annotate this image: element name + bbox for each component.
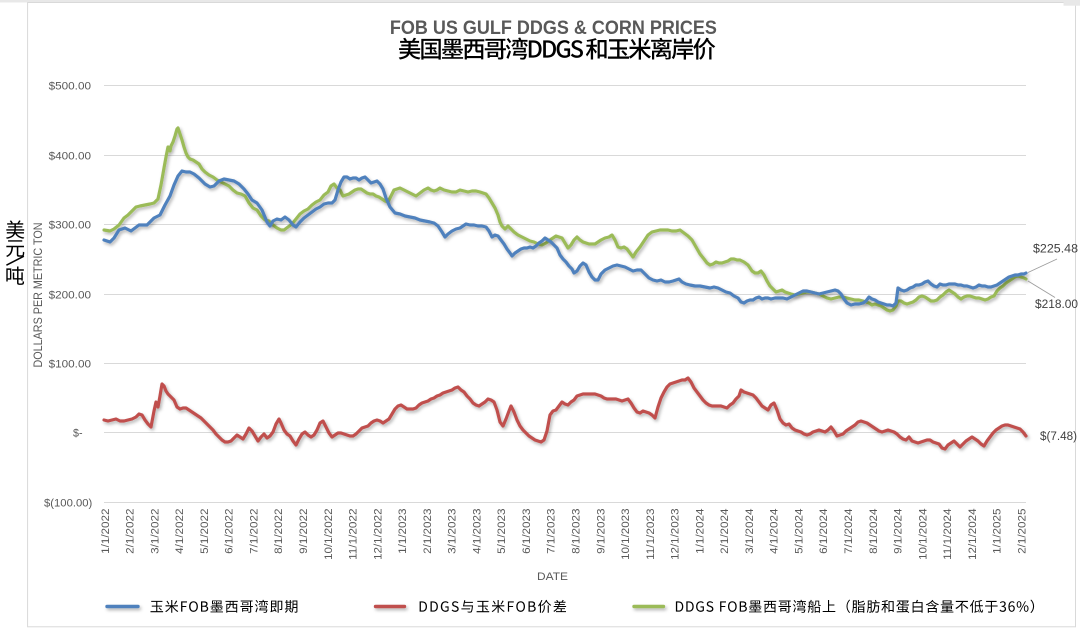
svg-text:4/1/2023: 4/1/2023 bbox=[471, 509, 483, 554]
svg-text:1/1/2022: 1/1/2022 bbox=[100, 509, 112, 554]
svg-text:6/1/2022: 6/1/2022 bbox=[224, 509, 236, 554]
svg-text:11/1/2023: 11/1/2023 bbox=[645, 509, 657, 560]
svg-text:$-: $- bbox=[73, 428, 83, 440]
svg-text:$218.00: $218.00 bbox=[1035, 299, 1078, 311]
svg-text:10/1/2023: 10/1/2023 bbox=[620, 509, 632, 560]
svg-text:9/1/2023: 9/1/2023 bbox=[595, 509, 607, 554]
svg-text:12/1/2023: 12/1/2023 bbox=[670, 509, 682, 560]
svg-text:$100.00: $100.00 bbox=[49, 359, 91, 371]
svg-text:12/1/2022: 12/1/2022 bbox=[372, 509, 384, 560]
svg-text:3/1/2023: 3/1/2023 bbox=[447, 509, 459, 554]
svg-text:12/1/2024: 12/1/2024 bbox=[967, 509, 979, 560]
svg-text:11/1/2022: 11/1/2022 bbox=[348, 509, 360, 560]
svg-text:2/1/2022: 2/1/2022 bbox=[125, 509, 137, 554]
svg-text:2/1/2025: 2/1/2025 bbox=[1016, 509, 1028, 554]
svg-text:FOB US GULF DDGS & CORN PRICES: FOB US GULF DDGS & CORN PRICES bbox=[390, 18, 717, 39]
svg-text:$225.48: $225.48 bbox=[1033, 244, 1078, 256]
svg-text:2/1/2023: 2/1/2023 bbox=[422, 509, 434, 554]
svg-text:5/1/2022: 5/1/2022 bbox=[199, 509, 211, 554]
svg-text:1/1/2024: 1/1/2024 bbox=[694, 509, 706, 554]
svg-text:6/1/2024: 6/1/2024 bbox=[818, 509, 830, 554]
svg-text:3/1/2024: 3/1/2024 bbox=[744, 509, 756, 554]
svg-text:11/1/2024: 11/1/2024 bbox=[942, 509, 954, 560]
svg-text:3/1/2022: 3/1/2022 bbox=[149, 509, 161, 554]
svg-text:9/1/2024: 9/1/2024 bbox=[893, 509, 905, 554]
svg-text:2/1/2024: 2/1/2024 bbox=[719, 509, 731, 554]
svg-text:8/1/2024: 8/1/2024 bbox=[868, 509, 880, 554]
svg-text:6/1/2023: 6/1/2023 bbox=[521, 509, 533, 554]
svg-text:5/1/2024: 5/1/2024 bbox=[793, 509, 805, 554]
svg-text:7/1/2024: 7/1/2024 bbox=[843, 509, 855, 554]
svg-text:8/1/2023: 8/1/2023 bbox=[571, 509, 583, 554]
svg-text:4/1/2022: 4/1/2022 bbox=[174, 509, 186, 554]
svg-text:1/1/2023: 1/1/2023 bbox=[397, 509, 409, 554]
svg-text:$300.00: $300.00 bbox=[49, 220, 91, 232]
svg-text:$400.00: $400.00 bbox=[49, 151, 91, 163]
svg-text:$(7.48): $(7.48) bbox=[1040, 431, 1077, 443]
svg-text:7/1/2023: 7/1/2023 bbox=[546, 509, 558, 554]
svg-text:8/1/2022: 8/1/2022 bbox=[273, 509, 285, 554]
svg-text:DATE: DATE bbox=[537, 571, 568, 583]
svg-text:10/1/2024: 10/1/2024 bbox=[917, 509, 929, 560]
svg-text:$200.00: $200.00 bbox=[49, 290, 91, 302]
svg-text:1/1/2025: 1/1/2025 bbox=[992, 509, 1004, 554]
svg-text:$(100.00): $(100.00) bbox=[44, 498, 92, 510]
svg-text:4/1/2024: 4/1/2024 bbox=[769, 509, 781, 554]
svg-text:$500.00: $500.00 bbox=[49, 81, 91, 93]
svg-text:10/1/2022: 10/1/2022 bbox=[323, 509, 335, 560]
svg-text:DOLLARS PER METRIC TON: DOLLARS PER METRIC TON bbox=[33, 223, 45, 368]
svg-text:9/1/2022: 9/1/2022 bbox=[298, 509, 310, 554]
svg-text:7/1/2022: 7/1/2022 bbox=[248, 509, 260, 554]
svg-text:5/1/2023: 5/1/2023 bbox=[496, 509, 508, 554]
